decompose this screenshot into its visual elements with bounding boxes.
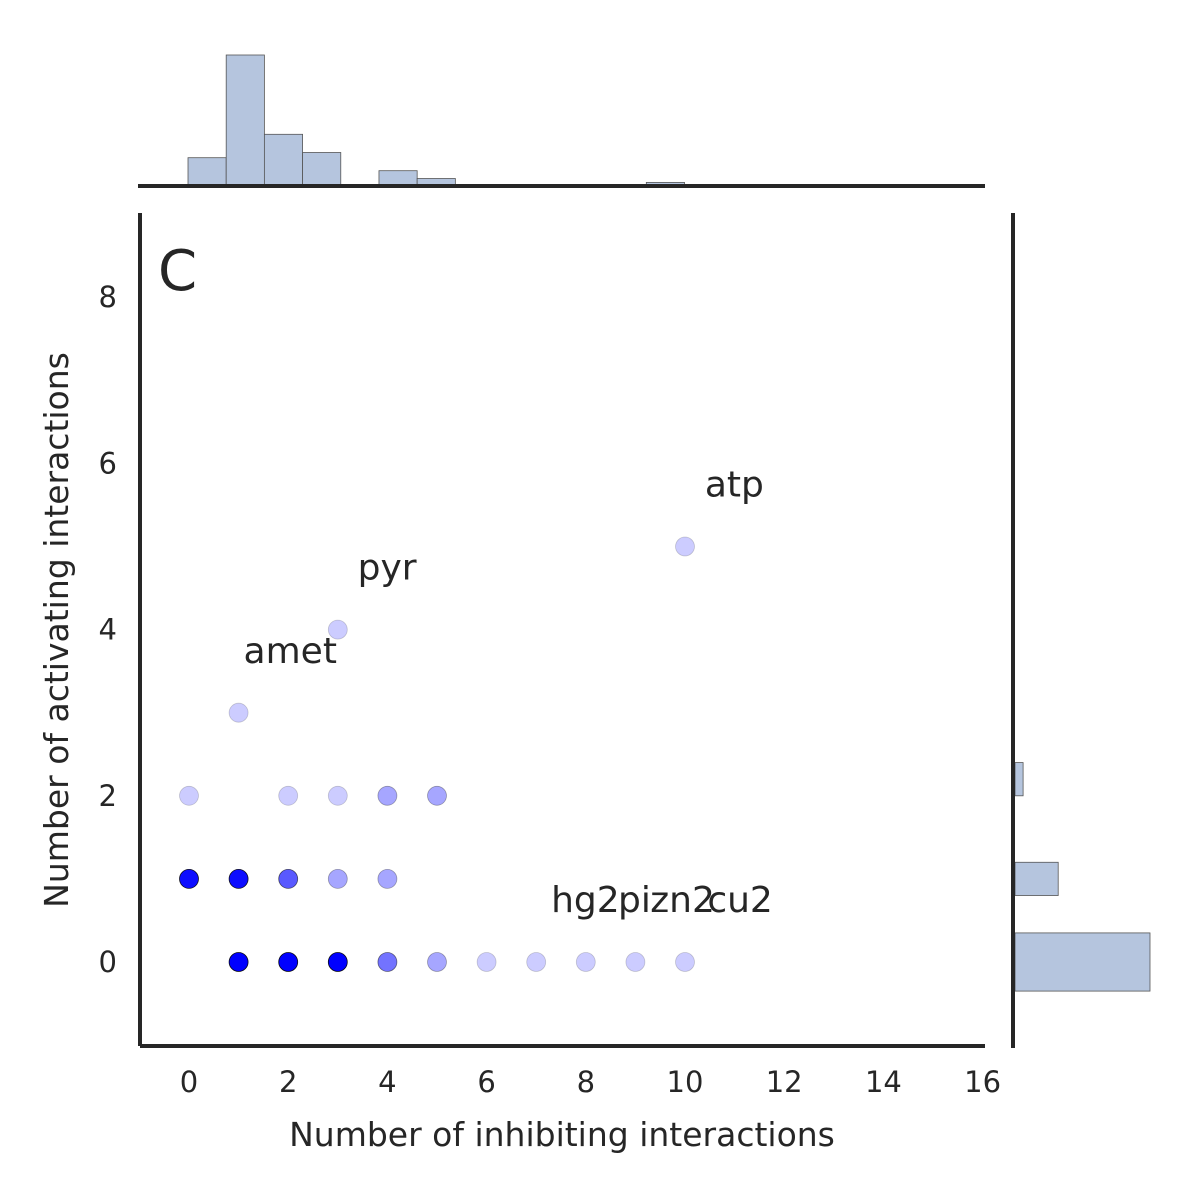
annotation-label: pyr [358,548,417,589]
scatter-point [279,953,298,972]
scatter-point [676,537,695,556]
scatter-point [328,953,347,972]
scatter-point [229,703,248,722]
hist-x-bar [188,158,226,185]
annotation-label: cu2 [707,880,773,921]
panel-letter: C [158,239,197,304]
annotation-label: amet [244,631,337,672]
scatter-point [527,953,546,972]
scatter-point [180,786,199,805]
scatter-point [428,786,447,805]
x-tick-label: 16 [964,1065,1001,1099]
x-tick-label: 10 [667,1065,704,1099]
scatter-point [378,869,397,888]
hist-x-bar [226,55,264,185]
hist-y-bar [1015,933,1150,991]
scatter-point [180,869,199,888]
scatter-point [576,953,595,972]
scatter-point [378,953,397,972]
hist-y-bar [1015,763,1023,796]
y-tick-label: 2 [99,779,117,813]
scatter-point [279,786,298,805]
hist-y-bar [1015,862,1058,895]
x-tick-label: 4 [378,1065,396,1099]
x-tick-label: 6 [477,1065,495,1099]
scatter-point [328,869,347,888]
y-tick-label: 0 [99,945,117,979]
scatter-point [229,953,248,972]
scatter-point [229,869,248,888]
y-axis-label: Number of activating interactions [37,352,76,908]
x-tick-label: 2 [279,1065,297,1099]
x-tick-label: 0 [180,1065,198,1099]
scatter-point [279,869,298,888]
scatter-point [676,953,695,972]
y-tick-label: 8 [99,280,117,314]
scatter-point [428,953,447,972]
hist-x-bar [303,153,341,186]
scatter-point [477,953,496,972]
x-tick-label: 14 [865,1065,902,1099]
annotation-label: zn2 [650,880,715,921]
annotation-label: atp [705,465,764,506]
scatter-point [328,786,347,805]
x-tick-label: 8 [577,1065,595,1099]
x-axis-label: Number of inhibiting interactions [289,1115,835,1154]
y-tick-label: 4 [99,613,117,647]
x-tick-label: 12 [766,1065,803,1099]
annotation-label: pi [618,880,651,921]
y-tick-label: 6 [99,446,117,480]
annotation-label: hg2 [551,880,620,921]
scatter-point [626,953,645,972]
scatter-point [378,786,397,805]
hist-x-bar [379,171,417,185]
hist-x-bar [264,134,302,185]
